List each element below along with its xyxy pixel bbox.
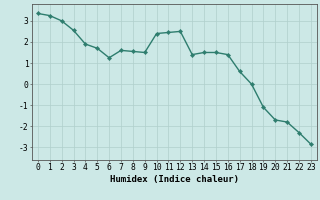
X-axis label: Humidex (Indice chaleur): Humidex (Indice chaleur) [110,175,239,184]
